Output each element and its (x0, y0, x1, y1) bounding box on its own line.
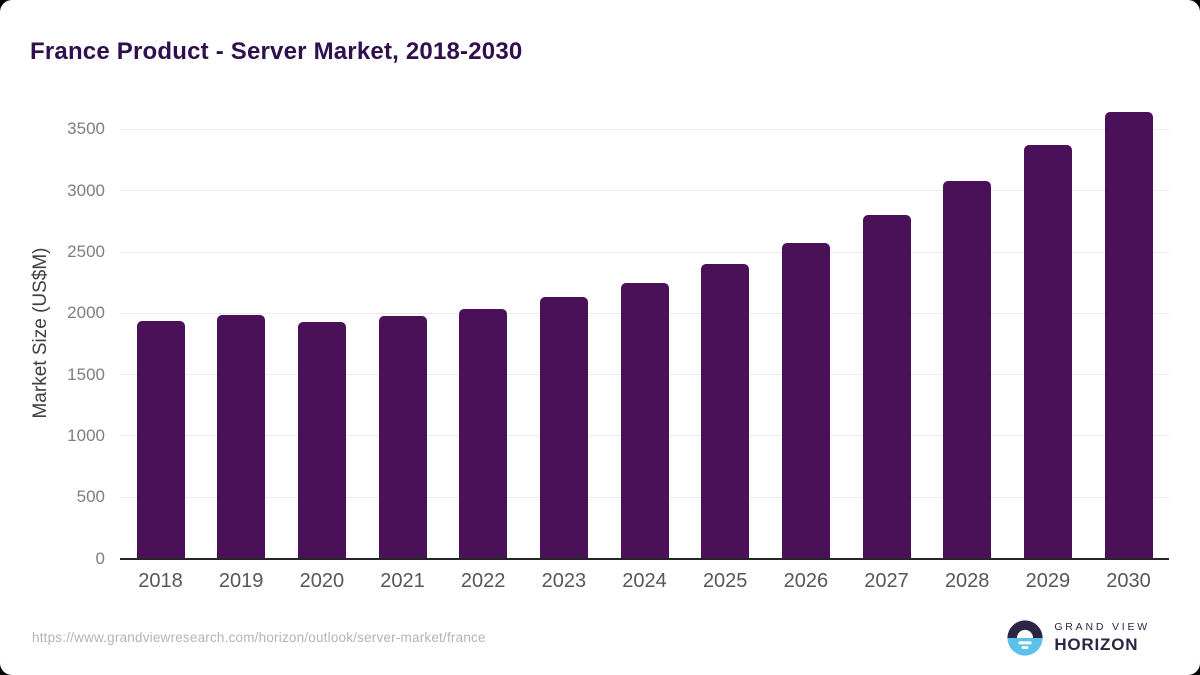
bar-2028 (943, 180, 992, 559)
logo-brand-name: GRAND VIEW (1054, 621, 1150, 633)
y-tick-label-1500: 1500 (67, 364, 105, 384)
bar-2027 (862, 214, 911, 559)
bar-2021 (378, 316, 427, 559)
bar-2024 (620, 283, 669, 559)
y-tick-label-1000: 1000 (67, 425, 105, 445)
x-tick-label-2024: 2024 (622, 570, 667, 592)
y-tick-label-3500: 3500 (67, 119, 105, 139)
bar-2018 (136, 320, 185, 559)
bar-2025 (701, 264, 750, 559)
x-tick-label-2019: 2019 (218, 570, 264, 592)
gridline-2500 (120, 251, 1169, 253)
x-axis-line (120, 557, 1169, 560)
bar-2020 (297, 322, 346, 559)
logo-product-name: HORIZON (1054, 635, 1139, 654)
gridline-3500 (120, 128, 1169, 130)
bar-2026 (781, 243, 830, 559)
y-tick-label-2000: 2000 (67, 303, 105, 323)
logo-text: GRAND VIEW HORIZON (1054, 621, 1150, 655)
grand-view-horizon-logo: GRAND VIEW HORIZON (1006, 619, 1150, 657)
y-axis-title: Market Size (US$M) (30, 247, 51, 419)
y-tick-label-500: 500 (76, 487, 105, 507)
bar-2023 (539, 296, 588, 559)
source-url: https://www.grandviewresearch.com/horizo… (32, 630, 486, 645)
horizon-logo-icon (1007, 620, 1043, 656)
y-tick-label-2500: 2500 (67, 242, 105, 261)
bar-2029 (1023, 145, 1072, 559)
y-tick-label-3000: 3000 (67, 180, 105, 200)
gridline-3000 (120, 190, 1169, 192)
x-tick-label-2026: 2026 (783, 570, 829, 592)
x-tick-label-2029: 2029 (1025, 570, 1071, 592)
x-tick-label-2020: 2020 (299, 570, 345, 592)
x-tick-label-2027: 2027 (864, 570, 909, 592)
x-tick-label-2021: 2021 (380, 570, 425, 592)
x-tick-label-2025: 2025 (702, 570, 748, 592)
x-tick-label-2022: 2022 (460, 570, 506, 592)
y-tick-label-0: 0 (95, 548, 105, 568)
chart-title: France Product - Server Market, 2018-203… (30, 38, 523, 66)
bar-2030 (1104, 111, 1153, 559)
x-tick-label-2018: 2018 (138, 570, 183, 592)
x-tick-label-2030: 2030 (1106, 570, 1151, 592)
x-tick-label-2023: 2023 (541, 570, 587, 592)
bar-2019 (217, 314, 266, 559)
x-tick-label-2028: 2028 (944, 570, 990, 592)
bar-2022 (459, 309, 508, 559)
